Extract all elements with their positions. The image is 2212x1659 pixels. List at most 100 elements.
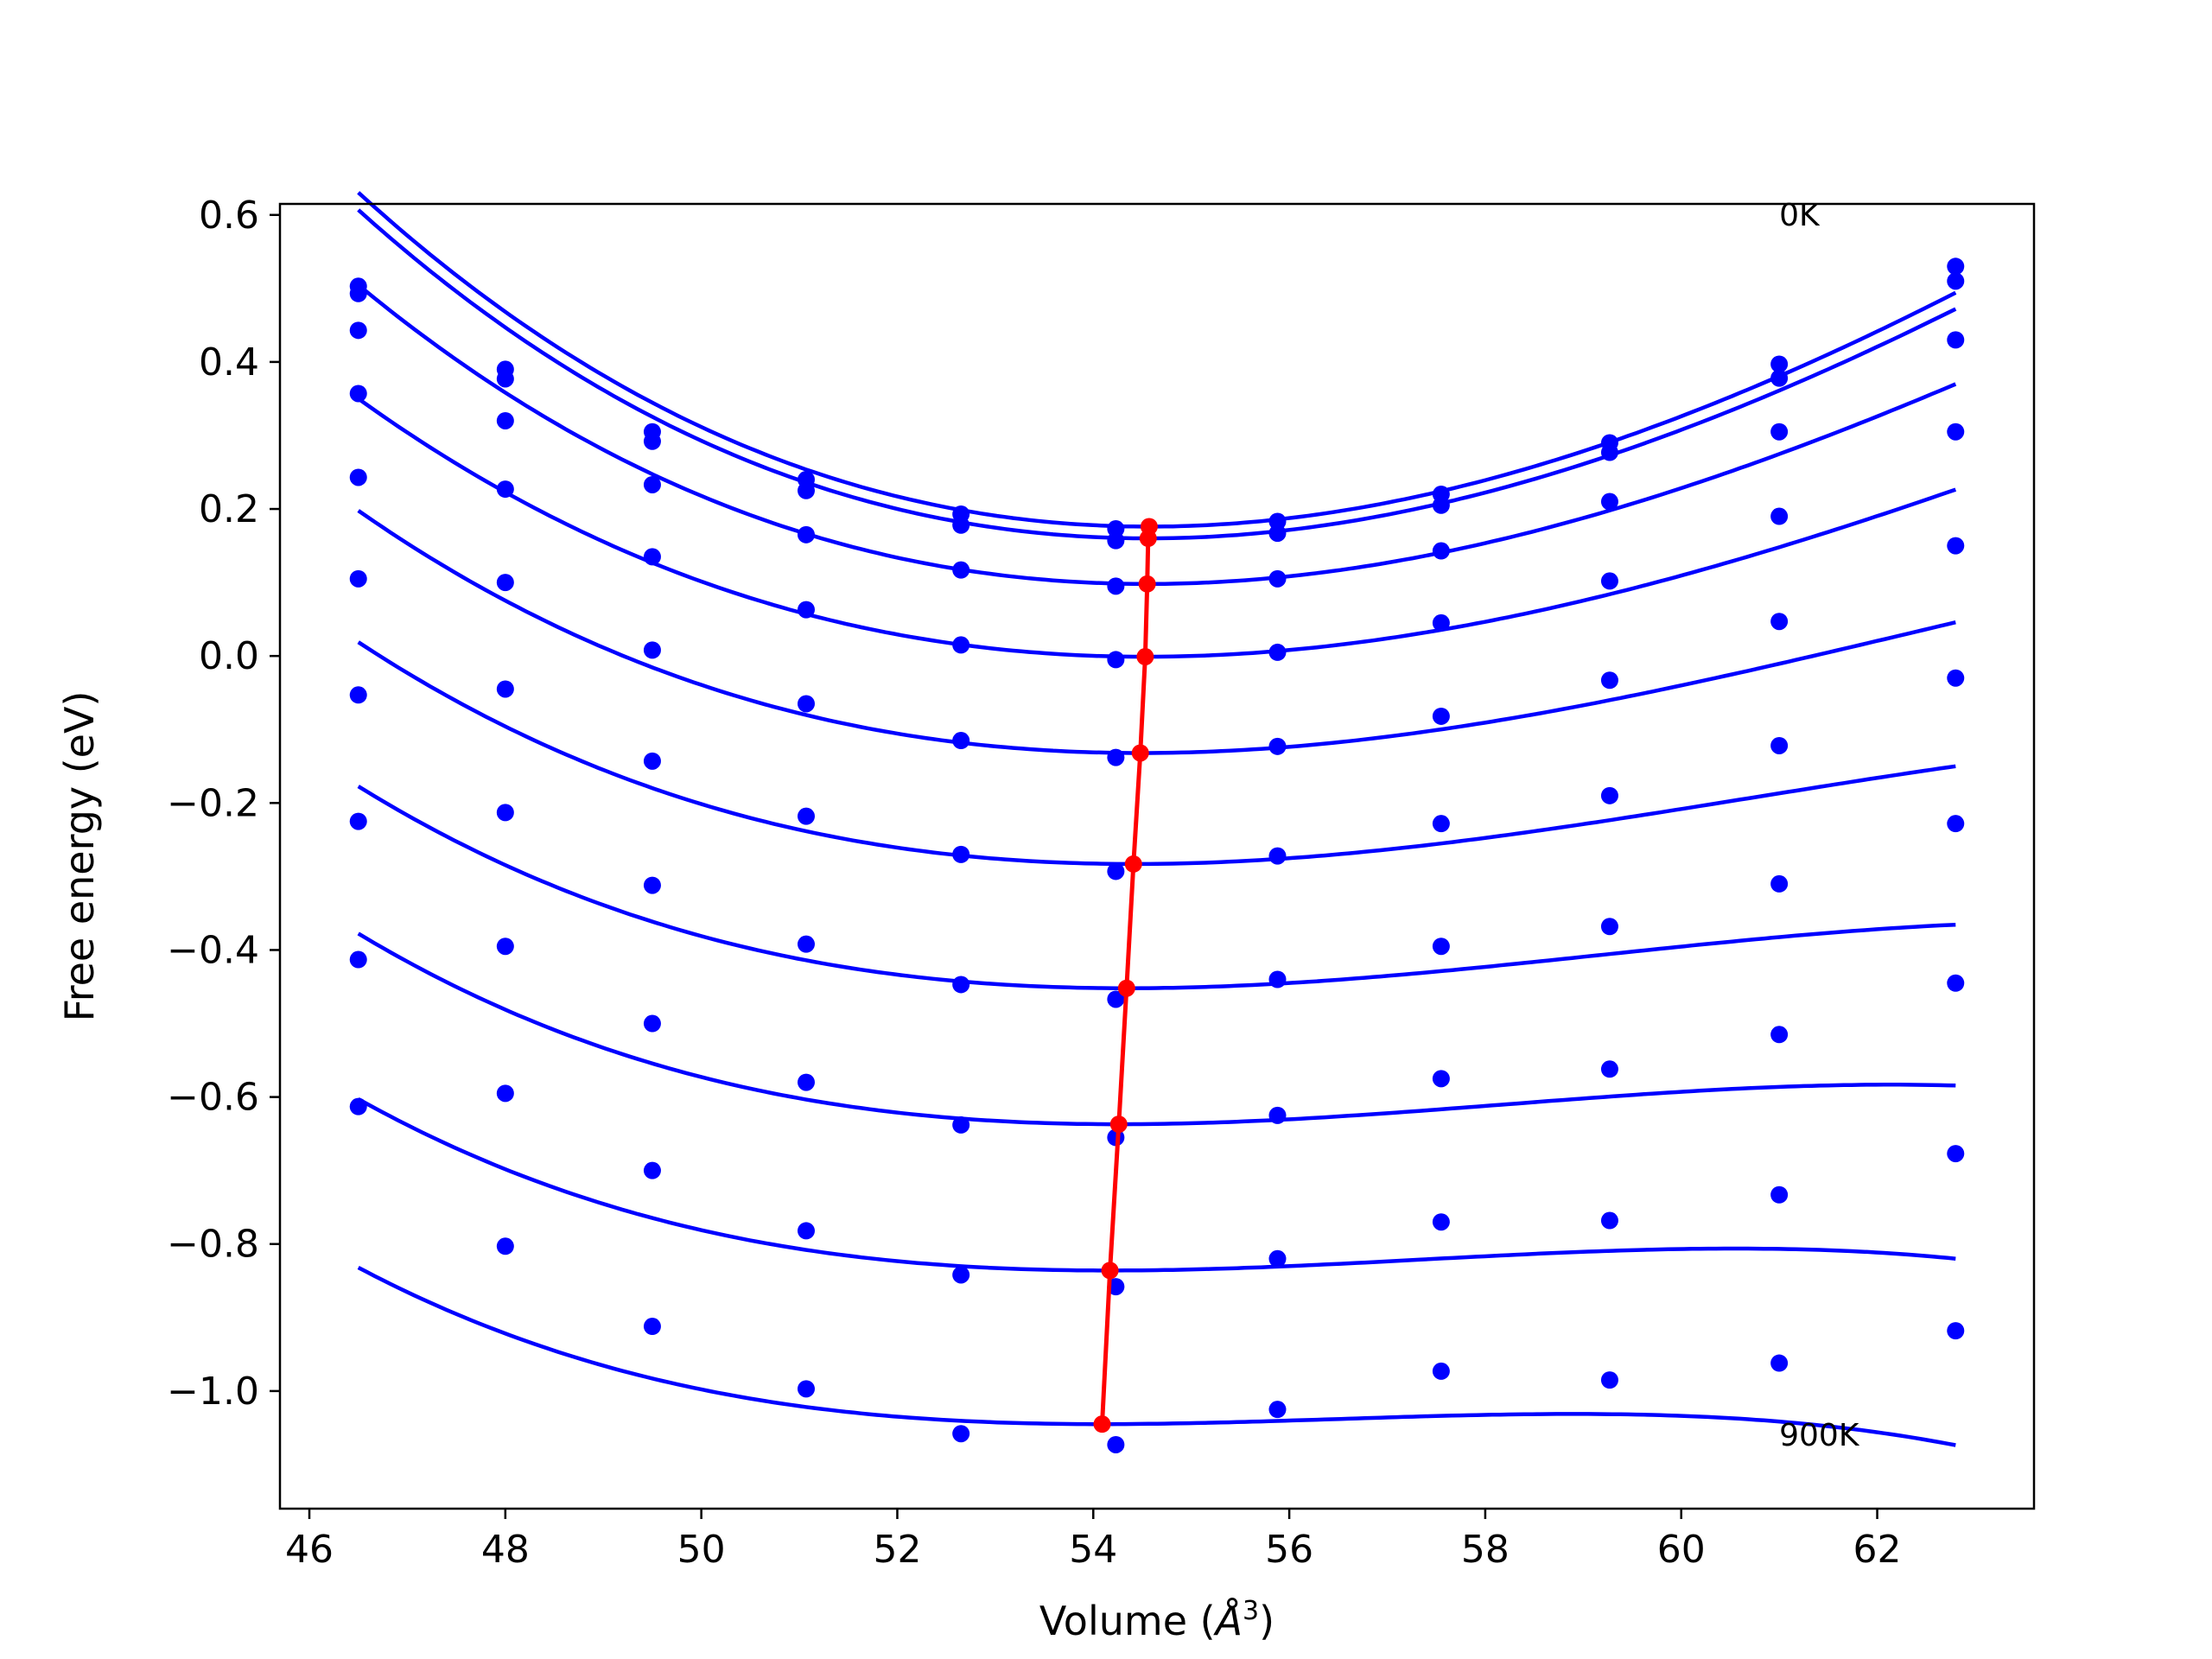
data-point: [349, 1097, 367, 1116]
data-point: [952, 732, 970, 750]
data-point: [349, 686, 367, 704]
data-point: [496, 680, 514, 698]
x-tick-label: 52: [873, 1528, 921, 1572]
minimum-point: [1124, 855, 1142, 873]
data-point: [798, 1073, 815, 1091]
x-tick-label: 50: [677, 1528, 726, 1572]
data-point: [1770, 1026, 1789, 1044]
data-point: [1268, 1106, 1287, 1124]
data-point: [1600, 1060, 1618, 1078]
data-point: [1770, 355, 1789, 373]
data-point: [1600, 671, 1618, 690]
data-point: [643, 548, 661, 566]
y-tick-label: −1.0: [167, 1370, 259, 1414]
data-point: [952, 636, 970, 654]
data-point: [1268, 569, 1287, 588]
data-point: [1770, 874, 1789, 893]
data-point: [1600, 1211, 1618, 1230]
y-tick-label: 0.4: [199, 340, 259, 385]
y-axis-ticks: 0.6 0.4 0.2 0.0 −0.2 −0.4 −0.6 −0.8 −1.0: [167, 194, 280, 1414]
data-point: [1268, 1249, 1287, 1268]
fit-curve-4: [357, 509, 1956, 755]
data-point: [1947, 669, 1965, 687]
fit-curve-1: [357, 208, 1957, 541]
data-point: [1268, 847, 1287, 865]
minimum-point: [1101, 1262, 1119, 1280]
data-point: [643, 432, 661, 450]
minimum-point: [1131, 744, 1149, 762]
data-point: [1770, 507, 1789, 525]
data-point: [1432, 496, 1450, 514]
y-tick-label: 0.0: [199, 634, 259, 678]
data-point: [798, 695, 815, 713]
y-tick-label: −0.6: [167, 1076, 259, 1120]
data-point: [349, 385, 367, 403]
data-point: [798, 1380, 815, 1398]
x-axis-ticks: 46 48 50 52 54 56 58 60 62: [285, 1509, 1902, 1572]
data-point: [1107, 748, 1125, 766]
data-point: [1600, 493, 1618, 511]
data-point: [1600, 1371, 1618, 1389]
data-point: [496, 938, 514, 956]
data-point: [1770, 423, 1789, 441]
data-point: [952, 976, 970, 994]
x-tick-label: 60: [1657, 1528, 1706, 1572]
data-point: [1268, 737, 1287, 755]
data-point: [1770, 613, 1789, 631]
data-point: [1770, 1354, 1789, 1372]
data-point: [1947, 257, 1965, 276]
minimum-energy-line: [1093, 518, 1158, 1433]
y-tick-label: −0.4: [167, 928, 259, 972]
data-point: [952, 845, 970, 863]
data-point: [349, 284, 367, 302]
minimum-point: [1139, 530, 1157, 548]
data-point: [496, 574, 514, 592]
plot-frame: [278, 202, 2036, 1510]
data-point: [496, 804, 514, 822]
data-point: [798, 1222, 815, 1240]
data-point: [798, 481, 815, 499]
data-point: [1947, 537, 1965, 555]
data-point: [1432, 613, 1450, 632]
data-point: [496, 1084, 514, 1103]
temperature-annotation: 0K: [1779, 198, 1821, 233]
x-tick-label: 58: [1461, 1528, 1510, 1572]
data-point: [349, 812, 367, 830]
y-axis-label: Free energy (eV): [56, 691, 103, 1022]
data-point: [1947, 423, 1965, 441]
data-point: [1432, 707, 1450, 725]
data-point: [349, 468, 367, 486]
data-point: [1432, 542, 1450, 560]
minimum-point: [1117, 979, 1135, 997]
data-point: [1947, 1145, 1965, 1163]
data-point: [349, 950, 367, 969]
data-point: [1770, 1185, 1789, 1204]
data-point: [643, 1014, 661, 1033]
data-point: [952, 1266, 970, 1284]
data-point: [1268, 1401, 1287, 1419]
data-point: [1600, 443, 1618, 461]
fit-curve-2: [357, 283, 1957, 587]
fit-curve-9: [357, 1266, 1956, 1447]
x-tick-label: 48: [481, 1528, 530, 1572]
temperature-annotation: 900K: [1779, 1418, 1860, 1453]
data-point: [1107, 531, 1125, 550]
y-tick-label: 0.2: [199, 487, 259, 531]
fit-curve-8: [357, 1097, 1956, 1273]
x-tick-label: 46: [285, 1528, 334, 1572]
minimum-point: [1138, 575, 1156, 593]
data-point: [952, 561, 970, 579]
data-point: [643, 1318, 661, 1336]
data-point: [952, 1425, 970, 1443]
data-point: [1268, 643, 1287, 661]
data-point: [1947, 272, 1965, 290]
fit-curve-6: [357, 785, 1956, 990]
data-point: [496, 411, 514, 429]
data-point: [1107, 1435, 1125, 1453]
data-point: [496, 1237, 514, 1255]
data-point: [1770, 369, 1789, 387]
x-tick-label: 56: [1265, 1528, 1313, 1572]
data-point: [1432, 1213, 1450, 1231]
data-point: [1432, 1362, 1450, 1380]
